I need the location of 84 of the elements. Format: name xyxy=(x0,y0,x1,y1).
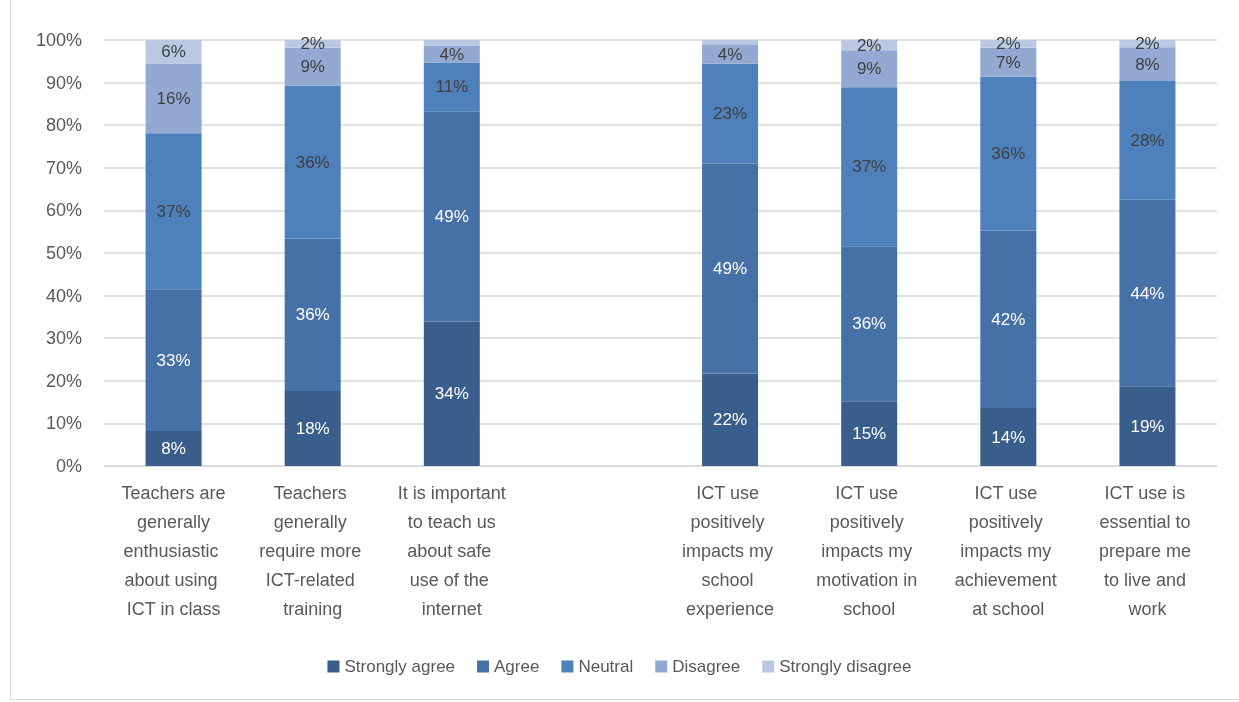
bar xyxy=(1119,386,1176,466)
data-label: 8% xyxy=(161,439,186,459)
bar xyxy=(423,40,480,46)
data-label: 16% xyxy=(156,88,191,108)
y-tick-label: 0% xyxy=(55,456,82,476)
data-label: 33% xyxy=(156,350,191,370)
data-label: 36% xyxy=(991,144,1026,164)
x-tick-label: ICT use positively impacts my achievement at school xyxy=(954,482,1062,619)
data-label: 18% xyxy=(295,419,330,439)
data-label: 37% xyxy=(156,201,191,221)
bar xyxy=(841,87,898,247)
data-label: 49% xyxy=(434,206,469,226)
y-tick-label: 10% xyxy=(45,413,82,434)
data-label: 2% xyxy=(856,35,882,55)
bar xyxy=(284,47,341,86)
data-label: 19% xyxy=(1130,416,1165,436)
bar xyxy=(702,63,759,164)
bar xyxy=(145,289,202,432)
bar xyxy=(841,246,898,402)
data-label: 44% xyxy=(1130,283,1165,303)
data-label: 36% xyxy=(295,152,330,172)
data-label: 49% xyxy=(713,259,748,279)
y-tick-label: 50% xyxy=(45,243,82,263)
data-label: 8% xyxy=(1135,54,1160,74)
bar xyxy=(145,133,202,290)
bar xyxy=(980,47,1037,77)
legend-label: Strongly agree xyxy=(344,657,456,676)
legend-label: Neutral xyxy=(578,657,634,676)
data-label: 11% xyxy=(435,77,469,97)
bar xyxy=(841,401,898,466)
data-label: 2% xyxy=(1135,34,1160,54)
data-label: 7% xyxy=(996,52,1021,72)
bar xyxy=(1119,47,1176,81)
bar xyxy=(1119,199,1176,387)
data-label: 4% xyxy=(717,44,743,64)
bar xyxy=(423,111,480,322)
x-tick-label: It is important to teach us about safe use of the internet xyxy=(397,482,506,619)
bar xyxy=(1119,80,1176,200)
x-tick-label: Teachers generally require more ICT-related training xyxy=(259,482,367,619)
y-tick-label: 100% xyxy=(35,30,82,50)
bar xyxy=(284,238,341,392)
y-tick-label: 30% xyxy=(45,328,82,349)
bar xyxy=(702,373,759,466)
data-label: 23% xyxy=(713,104,748,124)
y-tick-label: 70% xyxy=(45,157,82,178)
x-tick-label: ICT use positively impacts my school experience xyxy=(682,482,779,619)
y-tick-label: 90% xyxy=(45,72,82,93)
bar xyxy=(702,163,759,374)
x-tick-label: Teachers are generally enthusiastic about using ICT in class xyxy=(121,482,226,619)
data-label: 6% xyxy=(161,42,186,62)
data-label: 14% xyxy=(991,427,1026,447)
bar xyxy=(841,50,898,88)
data-label: 36% xyxy=(295,305,330,325)
data-label: 9% xyxy=(856,59,882,79)
y-tick-label: 20% xyxy=(45,370,82,391)
y-tick-label: 40% xyxy=(45,285,82,306)
legend-label: Strongly disagree xyxy=(779,657,912,676)
bar xyxy=(980,408,1037,466)
data-label: 36% xyxy=(852,314,887,334)
bar xyxy=(980,230,1037,409)
bar xyxy=(980,76,1037,231)
data-label: 2% xyxy=(996,34,1021,54)
bar xyxy=(284,85,341,239)
legend-label: Disagree xyxy=(672,657,741,676)
bar xyxy=(702,40,759,46)
x-tick-label: ICT use positively impacts my motivation in school xyxy=(816,482,923,619)
data-label: 9% xyxy=(300,57,325,77)
bar xyxy=(145,63,202,134)
data-label: 42% xyxy=(991,309,1026,329)
y-tick-label: 60% xyxy=(45,200,82,221)
bar xyxy=(145,431,202,466)
data-label: 37% xyxy=(852,157,887,177)
bar xyxy=(423,62,480,112)
data-label: 22% xyxy=(713,410,748,430)
data-label: 4% xyxy=(439,44,465,64)
data-label: 34% xyxy=(434,384,469,404)
bar xyxy=(284,391,341,466)
x-tick-label: ICT use is essential to prepare me to live and work xyxy=(1098,482,1196,619)
data-label: 2% xyxy=(300,34,325,54)
data-label: 28% xyxy=(1130,130,1165,150)
data-label: 15% xyxy=(852,424,887,444)
y-tick-label: 80% xyxy=(45,115,82,136)
bar xyxy=(423,321,480,466)
legend-label: Agree xyxy=(494,657,540,676)
